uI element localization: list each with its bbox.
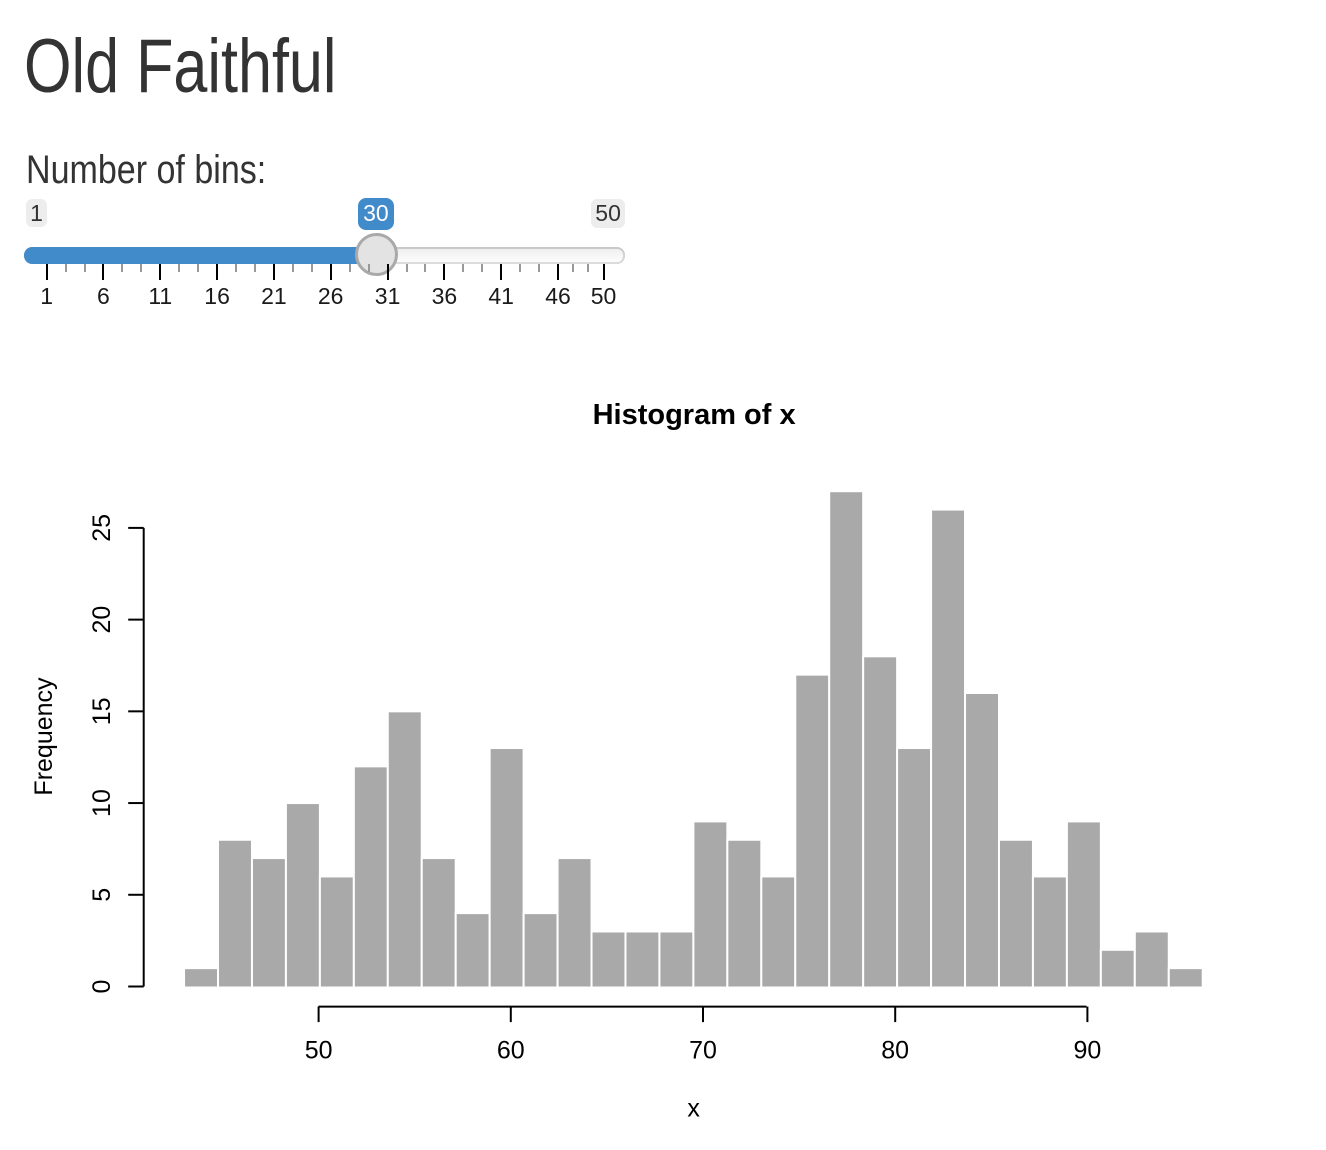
svg-text:Frequency: Frequency [30,677,58,796]
svg-text:80: 80 [881,1037,909,1065]
svg-text:70: 70 [689,1037,717,1065]
svg-text:15: 15 [88,697,116,725]
svg-text:10: 10 [88,789,116,817]
svg-text:25: 25 [88,514,116,542]
svg-text:90: 90 [1073,1037,1101,1065]
svg-text:20: 20 [88,606,116,634]
svg-text:60: 60 [497,1037,525,1065]
svg-text:Histogram of x: Histogram of x [593,399,796,431]
svg-text:x: x [687,1095,700,1123]
svg-text:5: 5 [88,888,116,902]
svg-text:50: 50 [305,1037,333,1065]
svg-text:0: 0 [88,980,116,994]
